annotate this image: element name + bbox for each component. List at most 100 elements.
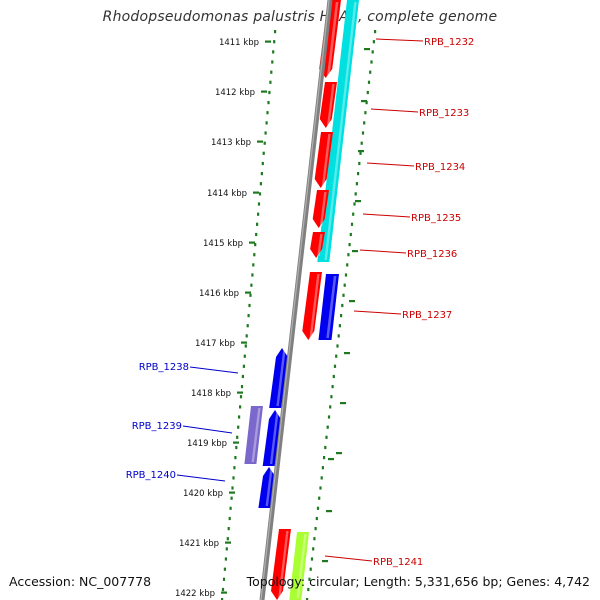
rail-dot (367, 80, 371, 84)
gene-label[interactable]: RPB_1236 (407, 249, 457, 260)
rail-dot (352, 212, 355, 216)
scale-tick (326, 510, 332, 513)
gene-purple (244, 406, 263, 464)
gene-label[interactable]: RPB_1237 (402, 310, 452, 321)
accession-text: Accession: NC_007778 (9, 574, 152, 589)
rail-dot (309, 567, 312, 571)
gene-label[interactable]: RPB_1238 (139, 362, 189, 373)
rail-dot (348, 243, 351, 247)
rail-dot (267, 101, 270, 105)
gene-body (318, 274, 339, 340)
rail-dot (231, 486, 234, 490)
rail-dot (307, 587, 310, 592)
rail-dot (372, 40, 375, 44)
rail-dot (246, 324, 249, 328)
rail-dot (234, 456, 237, 460)
scale-tick (364, 48, 370, 51)
gene-shine (251, 408, 261, 462)
rail-dot (319, 486, 322, 490)
gene-label[interactable]: RPB_1233 (419, 108, 469, 119)
gene-label[interactable]: RPB_1239 (132, 421, 182, 432)
gene-body (289, 532, 309, 600)
rail-dot (227, 527, 230, 531)
leader-line (189, 366, 239, 374)
gene-label[interactable]: RPB_1235 (411, 213, 461, 224)
gene-label[interactable]: RPB_1234 (415, 162, 465, 173)
rail-dot (315, 516, 318, 521)
gene-lime (289, 532, 309, 600)
rail-dot (342, 293, 345, 297)
rail-dot (310, 557, 314, 561)
rail-dot (340, 314, 343, 318)
rail-dot (325, 435, 328, 439)
rail-dot (338, 324, 341, 328)
rail-dot (274, 30, 277, 34)
leader-line (366, 162, 415, 167)
rail-dot (336, 344, 339, 348)
rail-dot (355, 182, 358, 186)
kbp-tick (245, 291, 251, 294)
gene-label[interactable]: RPB_1232 (424, 37, 474, 48)
rail-dot (221, 598, 224, 600)
rail-dot (239, 405, 242, 409)
rail-dot (353, 202, 356, 206)
kbp-label: 1417 kbp (195, 339, 235, 349)
rail-dot (313, 537, 316, 541)
rail-dot (224, 557, 227, 561)
rail-dot (314, 527, 317, 531)
rail-dot (346, 263, 349, 267)
rail-dot (222, 577, 226, 581)
leader-line (362, 213, 411, 218)
rail-dot (363, 121, 366, 125)
gene-label[interactable]: RPB_1240 (126, 470, 176, 481)
kbp-tick (233, 441, 239, 444)
gene-body (319, 82, 337, 128)
rail-dot (237, 425, 240, 429)
rail-dot (374, 30, 377, 34)
rail-dot (365, 101, 368, 105)
rail-dot (366, 90, 369, 95)
scale-tick (344, 352, 350, 355)
rail-dot (225, 547, 228, 551)
rail-dot (369, 70, 372, 74)
rail-dot (333, 364, 337, 368)
rail-dot (364, 111, 367, 115)
rail-dot (245, 334, 248, 338)
rail-dot (354, 192, 357, 196)
kbp-label: 1419 kbp (187, 439, 227, 449)
rail-dot (236, 435, 239, 439)
rail-dot (318, 496, 321, 500)
gene-shine (278, 531, 289, 598)
leader-line (375, 38, 424, 42)
rail-dot (323, 456, 326, 460)
rail-dot (242, 364, 245, 368)
leader-line (359, 249, 407, 254)
scale-tick (358, 150, 364, 153)
gene-body (302, 272, 322, 340)
rail-dot (230, 496, 233, 500)
rail-dot (331, 385, 334, 389)
gene-shine (269, 412, 279, 464)
rail-dot (341, 303, 344, 308)
rail-dot (273, 40, 276, 44)
scale-tick (349, 300, 355, 303)
gene-body (258, 467, 275, 508)
rail-dot (332, 374, 335, 379)
rail-dot (270, 70, 273, 74)
gene-shine (324, 2, 357, 260)
gene-label[interactable]: RPB_1241 (373, 557, 423, 568)
scale-tick (322, 560, 328, 563)
rail-dot (233, 466, 236, 470)
gene-blue-1 (269, 348, 288, 408)
kbp-tick (241, 341, 247, 344)
rail-dot (257, 212, 260, 216)
rail-dot (244, 344, 247, 348)
rail-dot (306, 598, 309, 600)
rail-dot (229, 506, 232, 510)
gene-body (269, 348, 288, 408)
kbp-label: 1414 kbp (207, 189, 247, 199)
rail-dot (253, 253, 256, 257)
right-dotted-rail (306, 30, 377, 600)
scale-tick (352, 250, 358, 253)
